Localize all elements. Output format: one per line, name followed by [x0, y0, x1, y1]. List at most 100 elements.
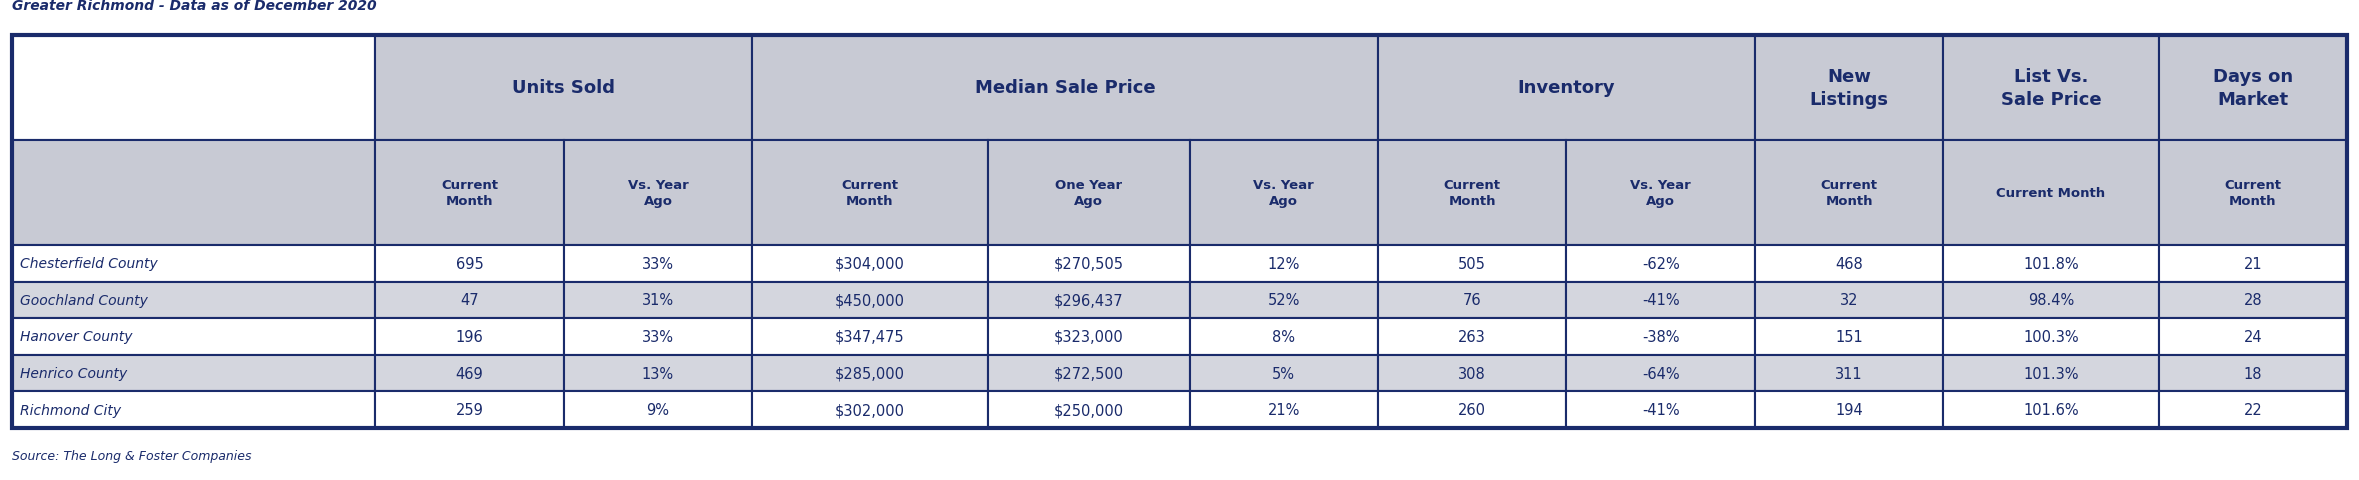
Bar — [988, 141, 1189, 245]
Text: Median Sale Price: Median Sale Price — [974, 79, 1156, 97]
Bar — [1378, 282, 1566, 319]
Text: 52%: 52% — [1267, 293, 1300, 308]
Text: 18: 18 — [2243, 366, 2262, 381]
Text: Hanover County: Hanover County — [19, 330, 132, 344]
Bar — [12, 355, 375, 392]
Text: 101.3%: 101.3% — [2024, 366, 2078, 381]
Text: $272,500: $272,500 — [1054, 366, 1123, 381]
Text: 469: 469 — [455, 366, 484, 381]
Bar — [12, 141, 375, 245]
Text: 8%: 8% — [1272, 329, 1295, 344]
Text: 24: 24 — [2243, 329, 2262, 344]
Bar — [2158, 355, 2347, 392]
Text: 311: 311 — [1835, 366, 1864, 381]
Bar — [2158, 319, 2347, 355]
Text: -64%: -64% — [1642, 366, 1680, 381]
Text: 21: 21 — [2243, 256, 2262, 271]
Text: 260: 260 — [1458, 402, 1486, 417]
Bar — [1378, 392, 1566, 428]
Text: $296,437: $296,437 — [1054, 293, 1123, 308]
Bar — [1944, 245, 2158, 282]
Bar — [1189, 319, 1378, 355]
Text: 28: 28 — [2243, 293, 2262, 308]
Text: 194: 194 — [1835, 402, 1864, 417]
Bar — [2158, 141, 2347, 245]
Bar — [564, 282, 753, 319]
Text: -62%: -62% — [1642, 256, 1680, 271]
Text: 31%: 31% — [642, 293, 675, 308]
Text: Goochland County: Goochland County — [19, 293, 149, 307]
Bar — [375, 141, 564, 245]
Bar — [1189, 245, 1378, 282]
Text: List Vs.
Sale Price: List Vs. Sale Price — [2000, 68, 2102, 108]
Text: Vs. Year
Ago: Vs. Year Ago — [627, 179, 689, 207]
Text: $323,000: $323,000 — [1054, 329, 1123, 344]
Bar — [375, 355, 564, 392]
Text: 33%: 33% — [642, 329, 675, 344]
Bar — [1755, 245, 1944, 282]
Bar — [12, 392, 375, 428]
Bar — [2158, 392, 2347, 428]
Text: Richmond City: Richmond City — [19, 403, 120, 417]
Bar — [988, 319, 1189, 355]
Text: -38%: -38% — [1642, 329, 1680, 344]
Text: $302,000: $302,000 — [835, 402, 906, 417]
Bar — [753, 36, 1378, 141]
Bar — [1189, 282, 1378, 319]
Text: 32: 32 — [1840, 293, 1859, 308]
Text: 101.6%: 101.6% — [2024, 402, 2078, 417]
Bar — [1755, 355, 1944, 392]
Text: 259: 259 — [455, 402, 484, 417]
Bar — [753, 282, 988, 319]
Bar — [1378, 141, 1566, 245]
Bar — [1378, 36, 1755, 141]
Bar — [1378, 319, 1566, 355]
Bar — [1944, 319, 2158, 355]
Text: $450,000: $450,000 — [835, 293, 906, 308]
Text: -41%: -41% — [1642, 402, 1680, 417]
Bar — [12, 36, 2347, 428]
Text: Greater Richmond - Data as of December 2020: Greater Richmond - Data as of December 2… — [12, 0, 377, 13]
Bar — [1566, 245, 1755, 282]
Text: One Year
Ago: One Year Ago — [1054, 179, 1123, 207]
Bar — [1189, 355, 1378, 392]
Text: Source: The Long & Foster Companies: Source: The Long & Foster Companies — [12, 449, 252, 462]
Text: Vs. Year
Ago: Vs. Year Ago — [1253, 179, 1314, 207]
Text: 33%: 33% — [642, 256, 675, 271]
Bar — [564, 319, 753, 355]
Text: 695: 695 — [455, 256, 484, 271]
Bar — [1755, 319, 1944, 355]
Text: Vs. Year
Ago: Vs. Year Ago — [1630, 179, 1691, 207]
Bar — [1755, 392, 1944, 428]
Bar — [1566, 282, 1755, 319]
Bar — [375, 392, 564, 428]
Bar — [1755, 36, 1944, 141]
Bar — [753, 141, 988, 245]
Text: 151: 151 — [1835, 329, 1864, 344]
Text: Current Month: Current Month — [1996, 187, 2107, 200]
Text: Days on
Market: Days on Market — [2213, 68, 2293, 108]
Bar — [1566, 392, 1755, 428]
Bar — [375, 245, 564, 282]
Text: 263: 263 — [1458, 329, 1486, 344]
Bar — [988, 355, 1189, 392]
Text: Current
Month: Current Month — [2225, 179, 2281, 207]
Bar — [1755, 141, 1944, 245]
Bar — [2158, 282, 2347, 319]
Bar — [375, 36, 753, 141]
Text: Current
Month: Current Month — [1821, 179, 1878, 207]
Text: $304,000: $304,000 — [835, 256, 906, 271]
Text: $270,505: $270,505 — [1054, 256, 1123, 271]
Bar — [564, 392, 753, 428]
Text: $347,475: $347,475 — [835, 329, 906, 344]
Bar — [1189, 141, 1378, 245]
Bar — [988, 245, 1189, 282]
Bar — [1944, 355, 2158, 392]
Bar — [2158, 245, 2347, 282]
Bar — [1566, 319, 1755, 355]
Text: 468: 468 — [1835, 256, 1864, 271]
Bar — [1944, 392, 2158, 428]
Text: New
Listings: New Listings — [1809, 68, 1890, 108]
Text: Current
Month: Current Month — [1444, 179, 1500, 207]
Bar — [12, 319, 375, 355]
